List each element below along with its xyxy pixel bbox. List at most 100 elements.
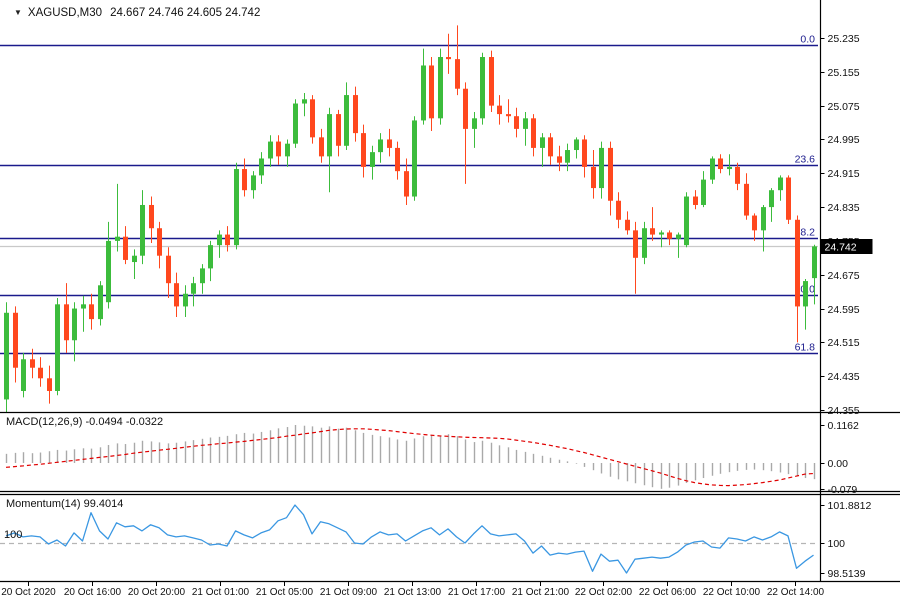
- candle-body-down: [310, 99, 315, 138]
- candle-body-up: [191, 283, 196, 294]
- price-tick-label: 24.835: [828, 202, 860, 214]
- price-tick-label: 24.435: [828, 371, 860, 383]
- candle-body-up: [327, 114, 332, 157]
- time-tick-label[interactable]: 20 Oct 2020: [1, 587, 56, 598]
- macd-label: MACD(12,26,9) -0.0494 -0.0322: [6, 416, 163, 428]
- ohlc-readout: 24.667 24.746 24.605 24.742: [110, 7, 261, 19]
- momentum-axis-label: 98.5139: [828, 568, 866, 580]
- candle-body-down: [531, 118, 536, 148]
- candle-body-up: [259, 158, 264, 176]
- time-tick-label[interactable]: 22 Oct 02:00: [575, 587, 633, 598]
- price-tick-label: 25.155: [828, 67, 860, 79]
- time-tick-label[interactable]: 21 Oct 01:00: [192, 587, 250, 598]
- candle-body-up: [208, 245, 213, 269]
- candle-body-up: [98, 285, 103, 320]
- candle-body-down: [13, 312, 18, 368]
- momentum-group: [5, 504, 814, 574]
- candle-body-up: [251, 175, 256, 191]
- candle-body-down: [744, 183, 749, 216]
- time-tick-label[interactable]: 20 Oct 16:00: [64, 587, 122, 598]
- candle-body-down: [225, 234, 230, 246]
- candle-body-up: [540, 137, 545, 148]
- time-tick-label[interactable]: 21 Oct 09:00: [320, 587, 378, 598]
- candle-body-down: [497, 105, 502, 115]
- candle-body-down: [361, 133, 366, 167]
- candle-body-down: [455, 59, 460, 89]
- symbol-title: XAGUSD,M30: [27, 7, 103, 19]
- fib-level-label: 61.8: [795, 342, 816, 354]
- candle-body-down: [387, 139, 392, 148]
- candle-body-up: [438, 57, 443, 119]
- candle-body-down: [667, 232, 672, 239]
- momentum-value: 99.4014: [83, 498, 124, 510]
- candle-body-down: [463, 88, 468, 129]
- candle-body-up: [412, 120, 417, 197]
- candle-body-up: [115, 236, 120, 241]
- candle-body-up: [472, 118, 477, 129]
- bid-price-box-label: 24.742: [825, 242, 857, 254]
- candle-body-down: [625, 219, 630, 231]
- candle-body-down: [395, 147, 400, 172]
- price-tick-label: 24.355: [828, 405, 860, 417]
- price-tick-label: 24.515: [828, 337, 860, 349]
- candle-body-down: [446, 57, 451, 60]
- candle-body-down: [64, 304, 69, 341]
- candle-body-up: [812, 246, 817, 279]
- candle-body-up: [769, 190, 774, 208]
- price-tick-label: 24.595: [828, 304, 860, 316]
- symbol-dropdown-icon[interactable]: ▼: [14, 8, 22, 17]
- candle-body-up: [676, 234, 681, 239]
- time-tick-label[interactable]: 20 Oct 20:00: [128, 587, 186, 598]
- macd-signal-line: [5, 428, 814, 487]
- candle-body-down: [608, 147, 613, 201]
- time-tick-label[interactable]: 21 Oct 05:00: [256, 587, 314, 598]
- candle-body-down: [30, 359, 35, 368]
- candle-body-down: [557, 156, 562, 163]
- candle-body-up: [268, 141, 273, 159]
- price-tick-label: 25.235: [828, 33, 860, 45]
- momentum-label: Momentum(14) 99.4014: [6, 498, 123, 510]
- candle-body-down: [157, 228, 162, 256]
- bid-price-box: [820, 239, 873, 254]
- candle-body-up: [565, 150, 570, 163]
- fib-level-label: 23.6: [795, 154, 816, 166]
- candle-body-up: [285, 143, 290, 157]
- momentum-level-label: 100: [4, 529, 23, 541]
- candle-body-down: [429, 65, 434, 119]
- candle-body-up: [761, 207, 766, 231]
- candle-body-up: [701, 179, 706, 205]
- candle-body-up: [140, 204, 145, 256]
- time-tick-label[interactable]: 21 Oct 21:00: [512, 587, 570, 598]
- candle-body-down: [166, 255, 171, 284]
- candle-body-up: [523, 118, 528, 129]
- candle-body-up: [302, 99, 307, 104]
- candle-body-up: [200, 268, 205, 284]
- time-tick-label[interactable]: 22 Oct 10:00: [703, 587, 761, 598]
- candle-body-down: [404, 171, 409, 197]
- candle-body-down: [718, 158, 723, 170]
- momentum-name: Momentum(14): [6, 498, 81, 510]
- candle-body-down: [795, 219, 800, 307]
- candle-body-down: [89, 304, 94, 320]
- macd-axis-label: 0.00: [828, 458, 849, 470]
- candle-body-down: [752, 215, 757, 231]
- candle-body-up: [642, 228, 647, 258]
- candle-body-up: [803, 281, 808, 307]
- time-tick-label[interactable]: 22 Oct 14:00: [767, 587, 825, 598]
- time-tick-label[interactable]: 22 Oct 06:00: [639, 587, 697, 598]
- candle-body-down: [506, 114, 511, 117]
- candle-body-up: [599, 147, 604, 189]
- candles-group: [4, 25, 817, 412]
- candle-body-down: [548, 137, 553, 157]
- macd-axis-label: 0.1162: [828, 420, 859, 432]
- candle-body-up: [234, 169, 239, 246]
- candle-body-up: [106, 240, 111, 303]
- candle-body-down: [38, 367, 43, 379]
- macd-values: -0.0494 -0.0322: [85, 416, 164, 428]
- time-tick-label[interactable]: 21 Oct 17:00: [448, 587, 506, 598]
- price-tick-label: 24.675: [828, 270, 860, 282]
- candle-body-up: [4, 312, 9, 400]
- time-tick-label[interactable]: 21 Oct 13:00: [384, 587, 442, 598]
- momentum-axis-label: 101.8812: [828, 500, 872, 512]
